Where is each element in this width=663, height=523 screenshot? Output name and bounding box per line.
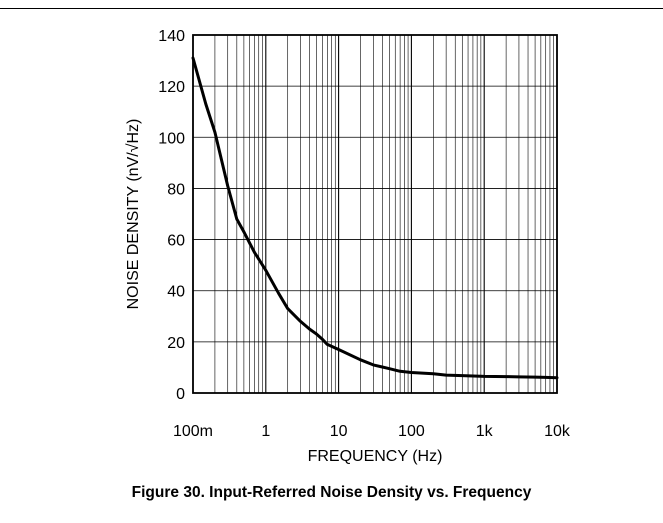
- series-group: [191, 56, 559, 380]
- minor-gridlines: [214, 35, 554, 393]
- noise-density-line: [191, 56, 559, 380]
- x-tick-label: 10k: [544, 423, 571, 440]
- y-tick-label: 20: [167, 335, 185, 352]
- noise-density-chart: 0 20 40 60 80 100 120 140 100m 1 10 100 1k 10k FREQU…: [125, 28, 571, 465]
- y-tick-label: 100: [158, 130, 185, 147]
- y-tick-label: 60: [167, 233, 185, 250]
- y-tick-label: 40: [167, 284, 185, 301]
- x-tick-labels: 100m 1 10 100 1k 10k: [173, 423, 571, 440]
- x-tick-label: 1k: [476, 423, 494, 440]
- x-tick-label: 1: [261, 423, 270, 440]
- plot-frame: [192, 34, 558, 394]
- figure-caption: Figure 30. Input-Referred Noise Density …: [131, 484, 532, 501]
- top-rule: [0, 8, 663, 9]
- major-gridlines: [192, 34, 558, 394]
- y-tick-labels: 0 20 40 60 80 100 120 140: [158, 28, 185, 403]
- x-axis-title: FREQUENCY (Hz): [308, 448, 443, 465]
- x-tick-label: 100: [398, 423, 425, 440]
- y-tick-label: 120: [158, 79, 185, 96]
- y-tick-label: 0: [176, 386, 185, 403]
- x-tick-label: 100m: [173, 423, 213, 440]
- y-tick-label: 140: [158, 28, 185, 45]
- y-axis-title: NOISE DENSITY (nV/√Hz): [125, 119, 142, 310]
- x-tick-label: 10: [330, 423, 348, 440]
- y-tick-label: 80: [167, 181, 185, 198]
